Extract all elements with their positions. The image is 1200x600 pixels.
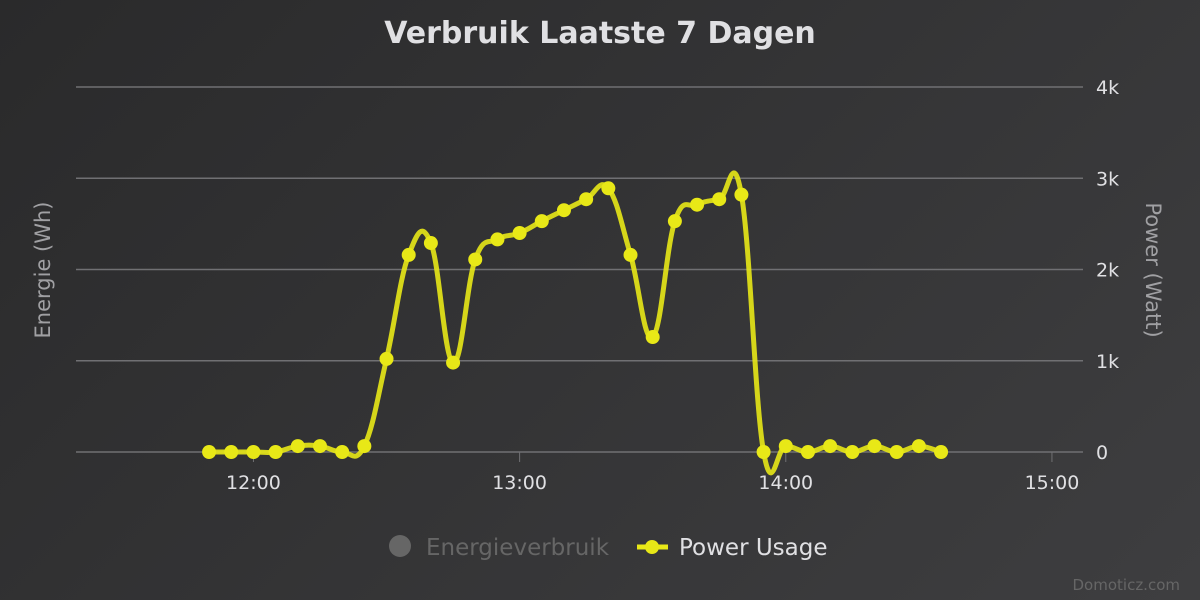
series-power-usage — [202, 170, 949, 476]
data-point[interactable] — [601, 181, 616, 196]
data-point[interactable] — [556, 203, 571, 218]
legend-symbol-power-usage — [645, 540, 659, 554]
y-tick-label: 1k — [1096, 351, 1119, 373]
y-axis-right: 0 1k 2k 3k 4k — [1096, 77, 1119, 464]
legend-symbol-energieverbruik — [389, 535, 411, 557]
data-point[interactable] — [623, 247, 638, 262]
y-tick-label: 3k — [1096, 168, 1119, 190]
data-point[interactable] — [690, 197, 705, 212]
data-point[interactable] — [800, 445, 815, 459]
data-point[interactable] — [246, 445, 261, 459]
data-point[interactable] — [934, 445, 949, 459]
x-tick-label: 13:00 — [492, 472, 547, 494]
legend-label-power-usage: Power Usage — [679, 535, 828, 561]
data-point[interactable] — [312, 439, 327, 454]
legend-label-energieverbruik: Energieverbruik — [426, 535, 610, 561]
chart-title: Verbruik Laatste 7 Dagen — [384, 16, 816, 51]
data-point[interactable] — [335, 445, 350, 459]
data-point[interactable] — [756, 445, 771, 459]
data-point[interactable] — [667, 214, 682, 229]
data-point[interactable] — [446, 355, 461, 370]
data-point[interactable] — [423, 236, 438, 251]
data-point[interactable] — [224, 445, 239, 459]
x-tick-label: 14:00 — [758, 472, 813, 494]
y-tick-label: 4k — [1096, 77, 1119, 99]
data-point[interactable] — [645, 330, 660, 345]
legend-item-power-usage[interactable]: Power Usage — [637, 535, 828, 561]
data-point[interactable] — [357, 439, 372, 454]
data-point[interactable] — [712, 192, 727, 207]
data-point[interactable] — [867, 439, 882, 454]
data-point[interactable] — [268, 445, 283, 459]
data-point[interactable] — [468, 252, 483, 267]
data-point[interactable] — [579, 192, 594, 207]
x-axis: 12:00 13:00 14:00 15:00 — [226, 452, 1079, 494]
y-tick-label: 2k — [1096, 260, 1119, 282]
x-tick-label: 12:00 — [226, 472, 281, 494]
data-point[interactable] — [401, 247, 416, 262]
watermark: Domoticz.com — [1073, 576, 1181, 594]
y-tick-label: 0 — [1096, 442, 1108, 464]
x-tick-label: 15:00 — [1025, 472, 1080, 494]
data-point[interactable] — [911, 439, 926, 454]
series-line — [209, 170, 942, 476]
y-axis-right-label: Power (Watt) — [1141, 202, 1165, 337]
data-point[interactable] — [778, 439, 793, 454]
legend-item-energieverbruik[interactable]: Energieverbruik — [389, 535, 610, 561]
data-point[interactable] — [290, 439, 305, 454]
data-point[interactable] — [534, 214, 549, 229]
data-point[interactable] — [379, 351, 394, 366]
data-point[interactable] — [845, 445, 860, 459]
y-axis-left-label: Energie (Wh) — [31, 202, 55, 339]
data-point[interactable] — [889, 445, 904, 459]
data-point[interactable] — [734, 187, 749, 202]
data-point[interactable] — [202, 445, 217, 459]
data-point[interactable] — [823, 439, 838, 454]
data-point[interactable] — [512, 226, 527, 240]
data-point[interactable] — [490, 232, 505, 247]
grid — [76, 86, 1083, 453]
